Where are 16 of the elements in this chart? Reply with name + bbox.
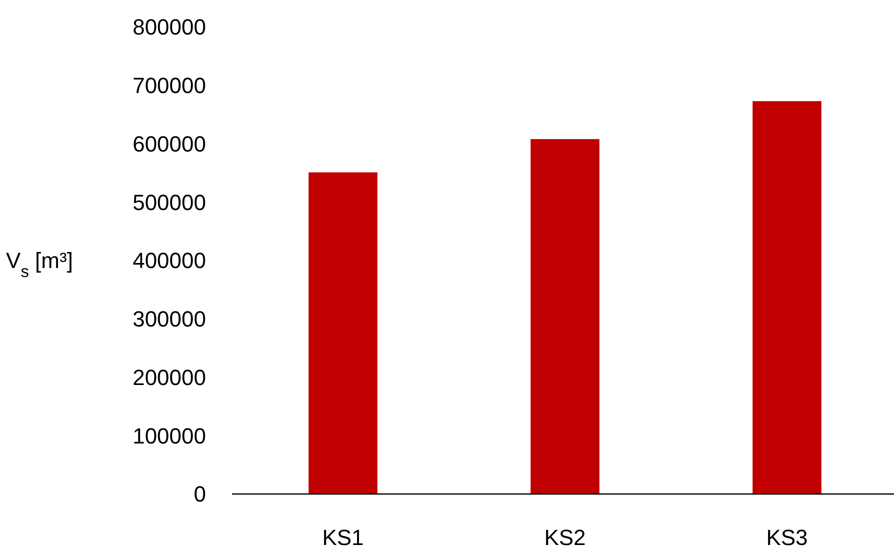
y-axis-title: V$_{s}$ [m³] bbox=[6, 248, 73, 282]
y-tick-label: 800000 bbox=[132, 14, 206, 40]
y-tick-label: 100000 bbox=[132, 423, 206, 448]
y-tick-label: 700000 bbox=[132, 73, 206, 98]
y-tick-label: 0 bbox=[194, 482, 206, 507]
y-tick-label: 200000 bbox=[132, 364, 206, 390]
x-tick-label: KS1 bbox=[322, 525, 364, 547]
x-tick-label: KS2 bbox=[544, 525, 586, 547]
bar bbox=[752, 101, 822, 494]
bar bbox=[530, 139, 600, 494]
x-tick-label: KS3 bbox=[766, 525, 808, 547]
y-tick-label: 600000 bbox=[132, 131, 206, 156]
y-tick-label: 400000 bbox=[132, 248, 206, 274]
y-tick-label: 500000 bbox=[132, 190, 206, 215]
bar bbox=[308, 172, 378, 494]
y-tick-label: 300000 bbox=[132, 306, 206, 332]
